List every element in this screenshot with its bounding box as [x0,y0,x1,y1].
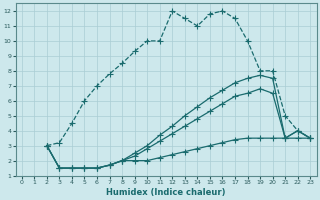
X-axis label: Humidex (Indice chaleur): Humidex (Indice chaleur) [106,188,226,197]
